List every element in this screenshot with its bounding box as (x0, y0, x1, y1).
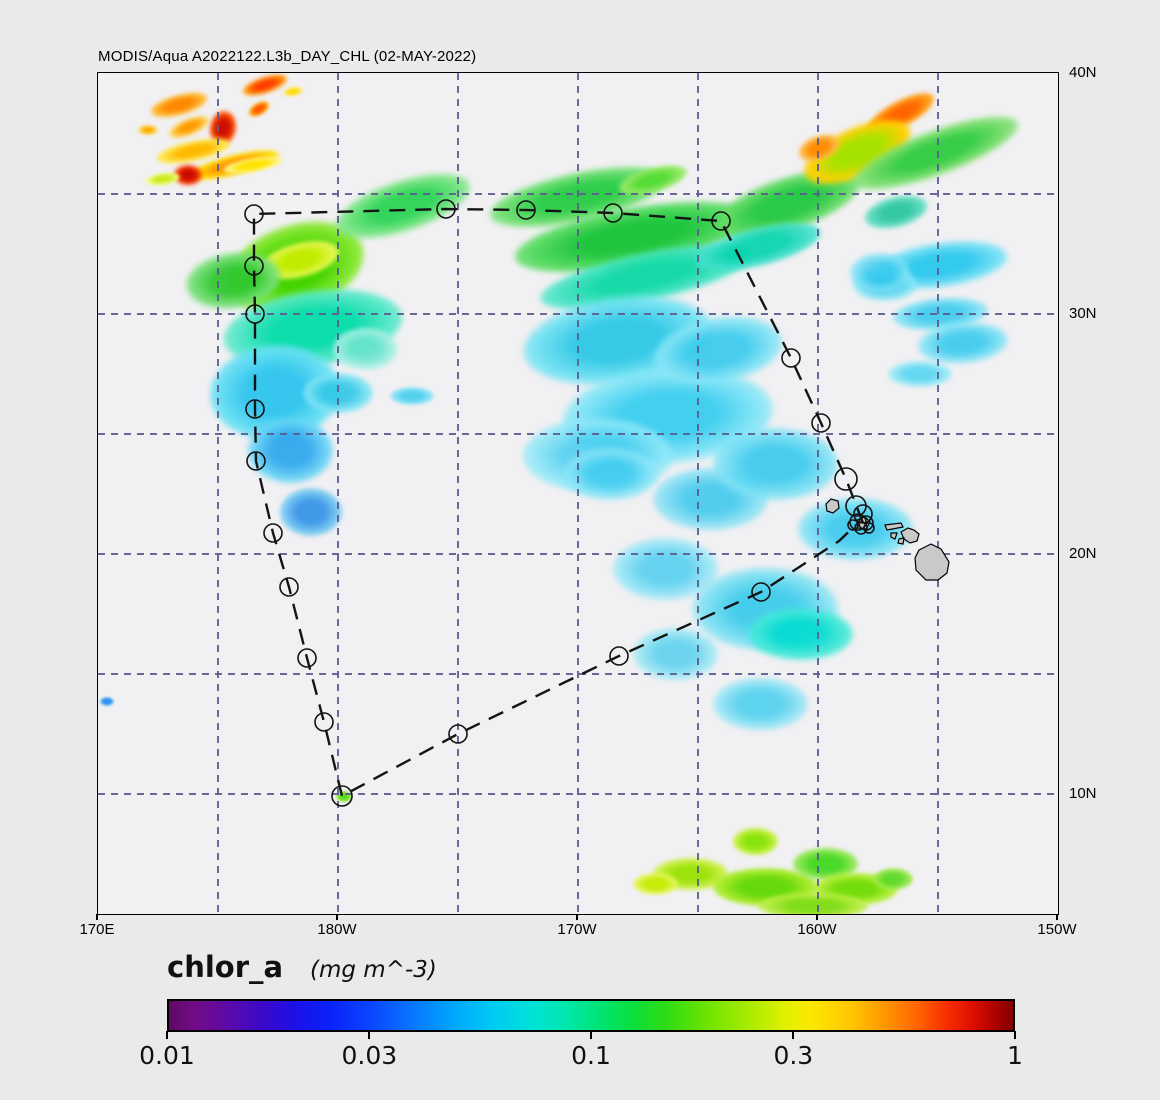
grid-line-horizontal (98, 673, 1058, 675)
island-maui (900, 527, 920, 544)
longitude-tick-label: 160W (797, 921, 837, 938)
track-waypoint-marker (331, 785, 353, 807)
track-waypoint-marker (711, 211, 731, 231)
colorbar-tick-label: 1 (1007, 1041, 1023, 1070)
island-molokai (884, 522, 904, 531)
colorbar-title: chlor_a (167, 950, 284, 984)
longitude-tick (96, 914, 98, 920)
track-waypoint-marker (436, 199, 456, 219)
track-and-islands-layer (244, 199, 950, 807)
chlorophyll-patch (758, 893, 868, 914)
cruise-track-line (252, 207, 865, 798)
grid-line-vertical (457, 73, 459, 914)
chlorophyll-patch (336, 791, 352, 802)
colorbar-tick-mark (368, 1031, 371, 1039)
chlorophyll-patch (174, 165, 202, 185)
grid-line-vertical (337, 73, 339, 914)
latitude-tick-label: 10N (1069, 785, 1097, 802)
track-waypoint-marker (448, 724, 468, 744)
colorbar-tick-mark (166, 1031, 168, 1039)
chlorophyll-patch (248, 418, 333, 483)
colorbar-units: (mg m^-3) (310, 957, 437, 983)
grid-line-vertical (217, 73, 219, 914)
track-waypoint-marker (314, 712, 334, 732)
chlorophyll-patch (100, 697, 114, 706)
longitude-tick (576, 914, 578, 920)
chlorophyll-patch (390, 387, 434, 405)
track-waypoint-marker (781, 348, 801, 368)
track-waypoint-marker (297, 648, 317, 668)
colorbar-gradient (167, 999, 1015, 1032)
colorbar-tick-label: 0.3 (773, 1041, 814, 1070)
plot-title: MODIS/Aqua A2022122.L3b_DAY_CHL (02-MAY-… (98, 48, 477, 65)
latitude-tick-label: 40N (1069, 64, 1097, 81)
track-waypoint-marker (244, 204, 264, 224)
track-start-cluster-marker (863, 522, 875, 534)
grid-line-vertical (817, 73, 819, 914)
chlorophyll-patch (333, 328, 398, 370)
longitude-tick-label: 170W (557, 921, 597, 938)
track-waypoint-marker (245, 304, 265, 324)
track-start-cluster-marker (847, 519, 859, 531)
grid-line-horizontal (98, 193, 1058, 195)
track-start-cluster-marker (845, 495, 867, 517)
track-waypoint-marker (263, 523, 283, 543)
grid-line-vertical (697, 73, 699, 914)
chlorophyll-patch (713, 678, 808, 730)
grid-line-vertical (937, 73, 939, 914)
chlorophyll-patch (633, 873, 678, 895)
longitude-tick (336, 914, 338, 920)
longitude-tick-label: 170E (79, 921, 115, 938)
track-waypoint-marker (516, 200, 536, 220)
latitude-tick-label: 20N (1069, 545, 1097, 562)
track-start-cluster-marker (854, 521, 868, 535)
longitude-tick (1056, 914, 1058, 920)
longitude-tick-label: 150W (1037, 921, 1077, 938)
island-kahoolawe (897, 537, 905, 545)
chlorophyll-patch (873, 868, 913, 890)
track-waypoint-marker (811, 413, 831, 433)
track-waypoint-marker (751, 582, 771, 602)
grid-line-horizontal (98, 553, 1058, 555)
chlorophyll-patch (888, 361, 952, 387)
colorbar-tick-mark (590, 1031, 592, 1039)
track-waypoint-marker (279, 577, 299, 597)
grid-line-horizontal (98, 313, 1058, 315)
chlorophyll-patch (748, 608, 853, 660)
track-waypoint-marker (603, 203, 623, 223)
map-frame (97, 72, 1059, 915)
chlorophyll-patch (733, 828, 778, 855)
colorbar-tick-label: 0.01 (139, 1041, 195, 1070)
colorbar-tick-label: 0.1 (571, 1041, 611, 1070)
island-hawaii-big-island (914, 543, 950, 581)
chlorophyll-patch (850, 253, 910, 293)
grid-line-horizontal (98, 793, 1058, 795)
grid-line-horizontal (98, 433, 1058, 435)
chlorophyll-patch (280, 488, 342, 536)
colorbar-tick-mark (1014, 1031, 1016, 1039)
colorbar-tick-mark (792, 1031, 795, 1039)
grid-line-vertical (577, 73, 579, 914)
longitude-tick-label: 180W (317, 921, 357, 938)
chlorophyll-patch (138, 125, 158, 135)
longitude-tick (816, 914, 818, 920)
latitude-tick-label: 30N (1069, 305, 1097, 322)
track-waypoint-marker (834, 467, 858, 491)
track-waypoint-marker (244, 256, 264, 276)
island-kauai (825, 498, 840, 514)
island-lanai (890, 532, 898, 540)
track-waypoint-marker (609, 646, 629, 666)
track-waypoint-marker (246, 451, 266, 471)
colorbar-tick-label: 0.03 (341, 1041, 398, 1070)
chlorophyll-patch (633, 628, 718, 680)
grid-layer (98, 73, 1058, 914)
track-waypoint-marker (245, 399, 265, 419)
